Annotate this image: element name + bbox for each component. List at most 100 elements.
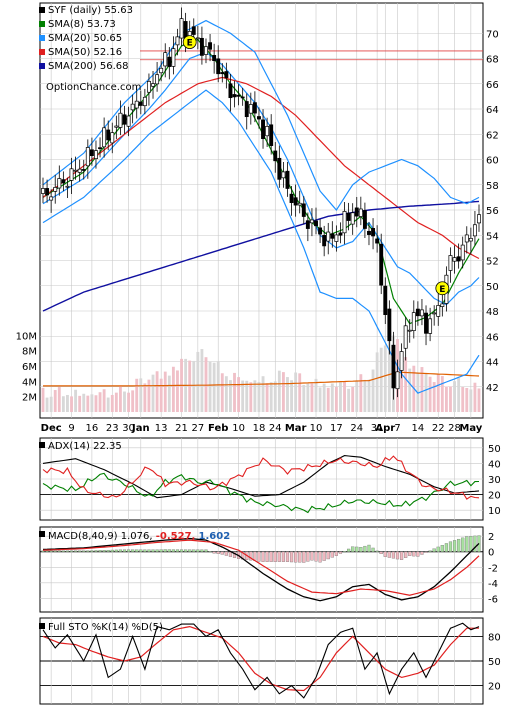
volume-bar (261, 376, 265, 412)
x-axis-label: 16 (86, 423, 99, 434)
candle-body (224, 71, 229, 79)
volume-bar (249, 382, 253, 412)
macd-histogram-bar (155, 549, 159, 552)
candle-body (53, 187, 58, 192)
candle-body (212, 55, 217, 61)
candle-body (118, 112, 123, 128)
candle-body (281, 171, 286, 179)
candle-body (146, 80, 151, 93)
sma-200--line (42, 200, 480, 312)
volume-bar (302, 384, 306, 412)
candle-body (244, 101, 249, 118)
macd-tick-label: 0 (488, 548, 494, 559)
candle-body (432, 312, 437, 315)
x-axis-label: 22 (432, 423, 445, 434)
macd-histogram-bar (383, 551, 387, 557)
macd-histogram-bar (351, 546, 355, 552)
macd-histogram-bar (457, 538, 461, 552)
candle-body (342, 211, 347, 234)
price-axis-ticks: 42 44 46 48 50 52 54 56 58 60 62 64 66 68 70 (486, 29, 499, 394)
macd-histogram-bar (302, 551, 306, 563)
candle-body (159, 67, 164, 74)
candle-body (309, 219, 314, 224)
macd-legend: MACD(8,40,9) 1.076, -0.527, 1.602 (39, 531, 230, 542)
volume-bar (123, 391, 126, 412)
x-axis-label: 27 (191, 423, 204, 434)
x-axis-label: 10 (232, 423, 245, 434)
macd-histogram-bar (114, 549, 118, 552)
volume-bar (453, 381, 456, 412)
macd-histogram-bar (167, 549, 171, 552)
macd-histogram-bar (78, 550, 82, 552)
volume-bar (90, 394, 94, 412)
volume-bar (196, 351, 200, 412)
macd-lines (42, 537, 480, 602)
candle-body (248, 104, 253, 114)
volume-bar (192, 360, 196, 412)
candle-body (338, 232, 343, 236)
volume-bar (440, 376, 444, 412)
volume-bar (375, 352, 379, 412)
sma-8--line (42, 38, 480, 325)
macd-histogram-bar (363, 545, 367, 552)
price-legend-swatch (39, 49, 45, 55)
macd-tick-label: -4 (488, 579, 498, 590)
candle-body (65, 185, 70, 188)
volume-bar (139, 378, 143, 412)
candle-body (391, 344, 396, 389)
macd-histogram-bar (65, 550, 70, 552)
x-axis-label: Jan (131, 423, 150, 434)
volume-bar (334, 386, 338, 412)
macd-legend-swatch (39, 531, 45, 537)
candle-body (424, 312, 428, 334)
macd-histogram-bar (82, 550, 86, 552)
x-axis-label: 17 (330, 423, 343, 434)
candle-body (102, 127, 107, 148)
macd-histogram-bar (395, 551, 400, 560)
macd-histogram-bar (224, 551, 228, 556)
macd-histogram-bar (375, 550, 379, 552)
volume-bar (286, 377, 289, 412)
macd-histogram-bar (53, 550, 57, 552)
candle-body (122, 114, 127, 125)
volume-bar (265, 383, 269, 412)
stochastic-axis-ticks: 20 50 80 (488, 632, 501, 692)
candle-body (89, 149, 94, 157)
volume-bar (428, 376, 432, 412)
macd-histogram-bar (269, 551, 273, 562)
macd-histogram-bar (216, 551, 220, 555)
candle-body (297, 202, 302, 206)
macd-histogram-bar (330, 551, 334, 558)
macd-histogram-bar (139, 549, 143, 552)
x-axis-label: 21 (175, 423, 188, 434)
macd-line (42, 537, 480, 602)
price-legend-label: SMA(20) 50.65 (48, 33, 122, 44)
x-axis-label: 31 (371, 423, 384, 434)
volume-bar (298, 373, 302, 412)
volume-bar (110, 394, 114, 412)
macd-histogram-bar (469, 536, 473, 552)
candle-body (195, 37, 200, 40)
adx-legend-swatch (39, 442, 45, 448)
volume-bar (159, 378, 163, 412)
macd-histogram-bar (90, 550, 94, 552)
price-tick-label: 54 (486, 231, 499, 242)
volume-bar (70, 396, 73, 412)
volume-bar (118, 385, 122, 412)
candle-body (375, 238, 380, 244)
volume-axis-ticks: 2M 4M 6M 8M 10M (16, 331, 37, 403)
volume-bar (326, 387, 330, 412)
volume-bar (253, 380, 257, 412)
candle-body (257, 116, 261, 120)
price-tick-label: 60 (486, 156, 499, 167)
volume-bar (436, 373, 440, 412)
volume-bar (465, 388, 469, 412)
macd-histogram-bar (473, 535, 477, 552)
candle-body (171, 48, 176, 67)
macd-histogram-bar (461, 537, 465, 552)
volume-bar (147, 379, 151, 412)
moving-average-lines (42, 19, 480, 394)
stochastic-d-line (42, 625, 479, 692)
macd-histogram-bar (387, 551, 391, 558)
